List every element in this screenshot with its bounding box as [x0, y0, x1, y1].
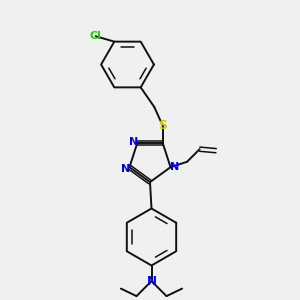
Text: N: N — [170, 162, 179, 172]
Text: S: S — [158, 119, 167, 132]
Text: Cl: Cl — [90, 31, 102, 41]
Text: N: N — [146, 274, 157, 288]
Text: N: N — [121, 164, 130, 174]
Text: N: N — [129, 136, 138, 146]
